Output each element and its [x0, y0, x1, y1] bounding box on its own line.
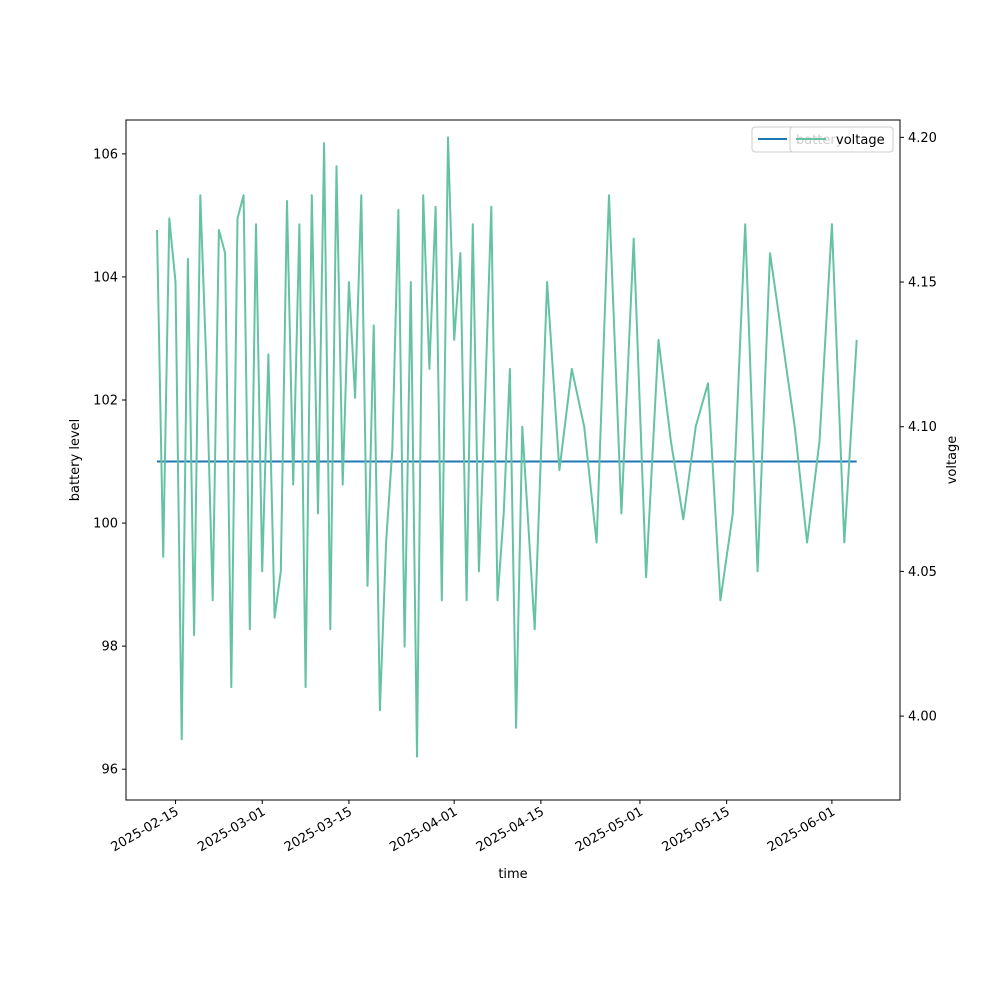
y2-tick-label: 4.10: [908, 420, 937, 435]
x-tick-label: 2025-05-15: [660, 804, 733, 855]
y2-tick-label: 4.20: [908, 131, 937, 146]
y-tick-label: 102: [93, 394, 118, 409]
plot-frame: [125, 119, 901, 801]
y-axis-left: 96 98 100 102 104 106: [93, 147, 126, 778]
y-tick-label: 96: [101, 763, 118, 778]
series-line-voltage: [156, 136, 858, 758]
y2-tick-label: 4.05: [908, 565, 937, 580]
y-axis-label: battery level: [68, 419, 83, 502]
y-tick-label: 106: [93, 147, 118, 162]
y-tick-label: 98: [101, 640, 118, 655]
x-tick-label: 2025-03-01: [195, 804, 268, 855]
y2-tick-label: 4.00: [908, 710, 937, 725]
y-tick-label: 104: [93, 270, 118, 285]
x-tick-label: 2025-03-15: [282, 804, 355, 855]
x-tick-label: 2025-05-01: [573, 804, 646, 855]
plot-area: [126, 120, 900, 800]
x-axis-label: time: [498, 867, 527, 882]
legend-voltage-box: [789, 126, 894, 153]
x-tick-label: 2025-04-15: [474, 804, 547, 855]
y-axis-right: 4.00 4.05 4.10 4.15 4.20: [900, 131, 937, 725]
x-tick-label: 2025-06-01: [765, 804, 838, 855]
x-tick-label: 2025-04-01: [387, 804, 460, 855]
x-tick-label: 2025-02-15: [109, 804, 182, 855]
y-tick-label: 100: [93, 517, 118, 532]
x-axis: 2025-02-15 2025-03-01 2025-03-15 2025-04-01…: [109, 800, 838, 855]
legend-voltage-label: voltage: [836, 133, 885, 148]
legend-voltage: voltage: [789, 126, 894, 153]
y2-axis-label: voltage: [945, 436, 960, 485]
y2-tick-label: 4.15: [908, 276, 937, 291]
series-layer: [156, 136, 858, 758]
